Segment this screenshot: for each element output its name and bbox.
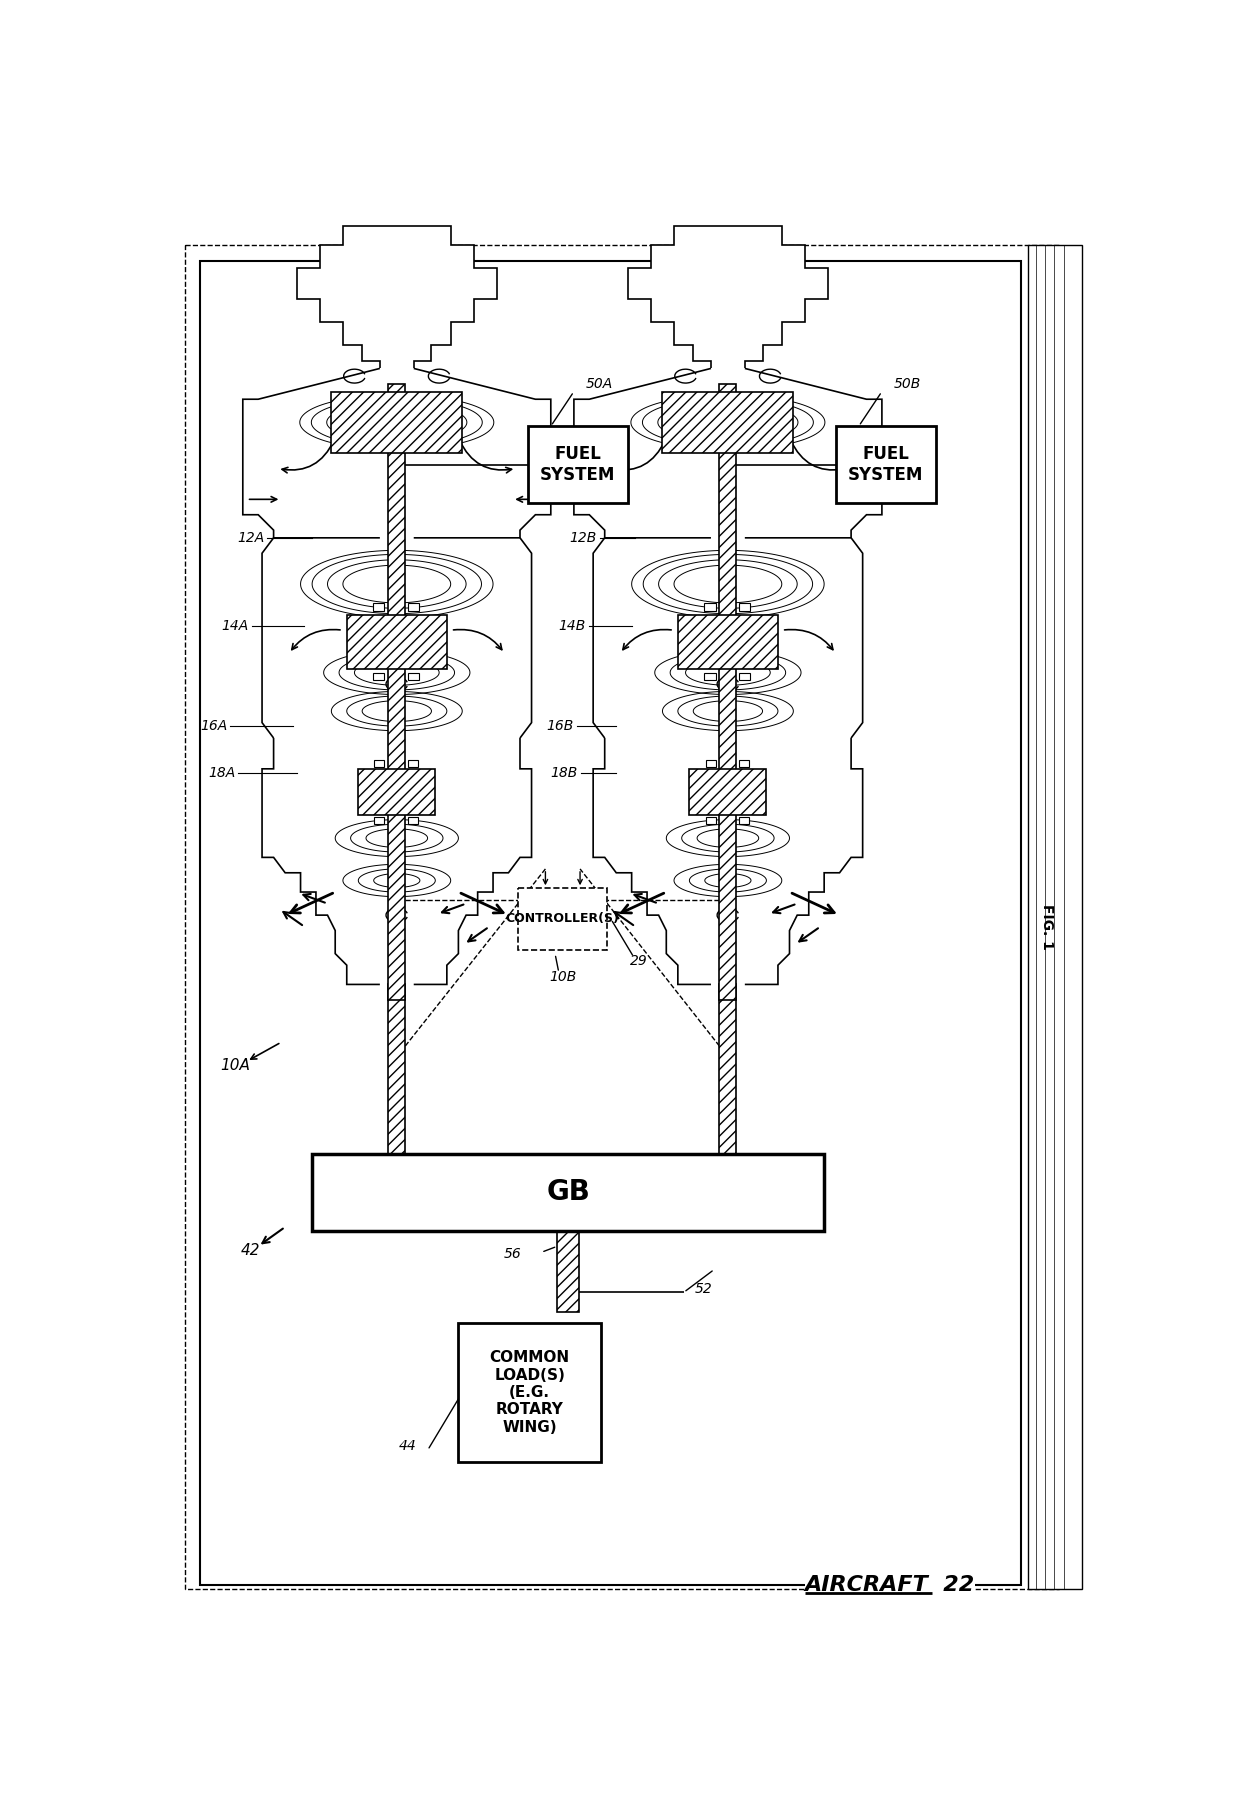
Text: FIG. 1: FIG. 1 — [1040, 904, 1054, 950]
Text: FUEL
SYSTEM: FUEL SYSTEM — [848, 446, 924, 484]
Text: GB: GB — [546, 1179, 590, 1206]
Bar — [408, 760, 418, 768]
Bar — [408, 673, 419, 680]
Bar — [408, 817, 418, 824]
Text: CONTROLLER(S): CONTROLLER(S) — [506, 913, 620, 926]
Text: 50B: 50B — [894, 377, 920, 391]
Bar — [374, 760, 384, 768]
Text: AIRCRAFT  22: AIRCRAFT 22 — [805, 1575, 975, 1595]
Bar — [836, 426, 936, 504]
Bar — [388, 984, 405, 1153]
Bar — [678, 615, 777, 669]
Text: 12A: 12A — [237, 531, 264, 546]
Bar — [1028, 246, 1083, 1588]
Text: 16B: 16B — [547, 720, 574, 733]
Bar — [528, 426, 627, 504]
Bar — [388, 384, 405, 1000]
Text: 42: 42 — [241, 1242, 260, 1257]
Bar — [331, 391, 463, 453]
Text: 14B: 14B — [558, 620, 585, 633]
Text: 12B: 12B — [569, 531, 596, 546]
Bar — [739, 604, 750, 611]
Bar — [704, 604, 715, 611]
Text: 14A: 14A — [222, 620, 249, 633]
Bar — [704, 673, 715, 680]
Text: 29: 29 — [630, 955, 647, 968]
Bar — [719, 984, 737, 1153]
Bar — [408, 604, 419, 611]
Bar — [347, 615, 446, 669]
Bar — [739, 760, 749, 768]
Bar — [459, 1322, 601, 1462]
Bar — [518, 888, 608, 950]
Text: 18A: 18A — [208, 766, 236, 780]
Text: 18B: 18B — [551, 766, 578, 780]
Bar — [312, 1153, 825, 1231]
Text: 56: 56 — [505, 1248, 522, 1261]
Text: 10B: 10B — [549, 970, 577, 984]
Polygon shape — [296, 226, 497, 369]
Bar — [739, 673, 750, 680]
Bar — [373, 673, 384, 680]
Text: 44: 44 — [398, 1439, 417, 1453]
Bar — [739, 817, 749, 824]
Text: 16A: 16A — [200, 720, 227, 733]
Bar — [662, 391, 794, 453]
Bar — [557, 1231, 579, 1311]
Polygon shape — [627, 226, 828, 369]
Bar — [373, 604, 384, 611]
Text: 50A: 50A — [585, 377, 613, 391]
Bar — [706, 760, 715, 768]
Bar — [201, 260, 1021, 1584]
Bar — [689, 769, 766, 815]
Bar — [719, 384, 737, 1000]
Bar — [706, 817, 715, 824]
Text: 52: 52 — [696, 1282, 713, 1295]
Text: 10A: 10A — [221, 1059, 250, 1073]
Bar — [374, 817, 384, 824]
Text: COMMON
LOAD(S)
(E.G.
ROTARY
WING): COMMON LOAD(S) (E.G. ROTARY WING) — [490, 1350, 569, 1435]
Text: FUEL
SYSTEM: FUEL SYSTEM — [541, 446, 615, 484]
Bar — [358, 769, 435, 815]
